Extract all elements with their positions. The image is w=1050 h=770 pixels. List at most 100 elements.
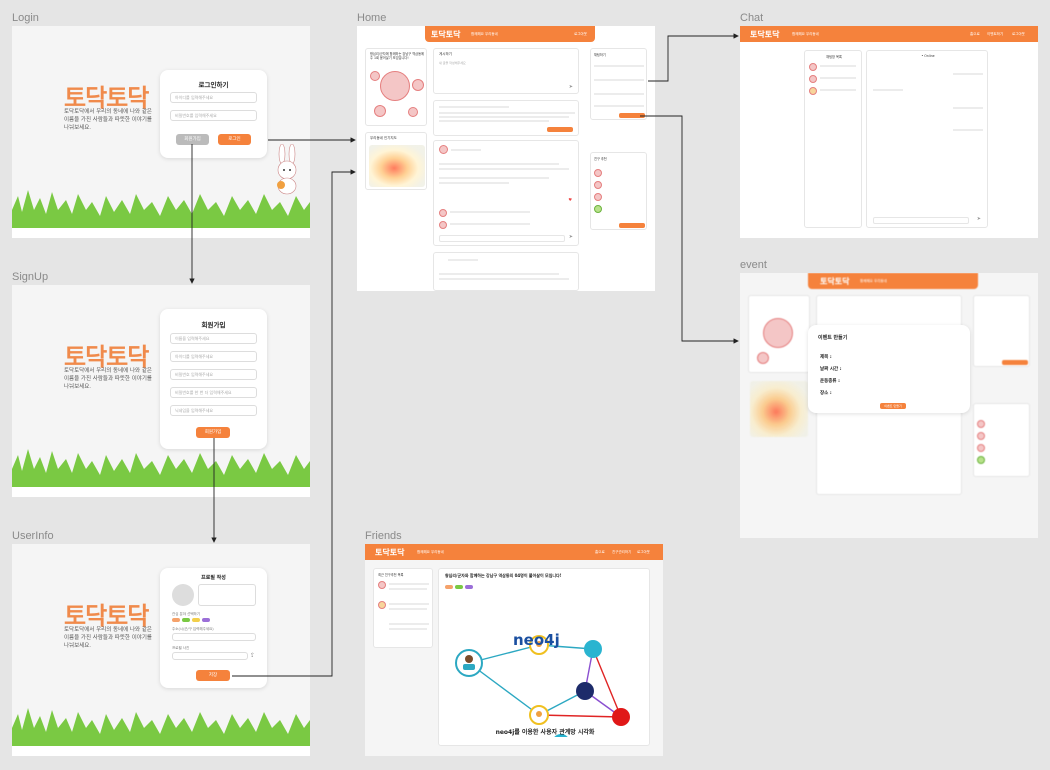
- profile-title: 프로필 작성: [201, 575, 226, 581]
- neo4j-graph: [455, 635, 630, 737]
- header-logo[interactable]: 토닥토닥: [431, 30, 461, 39]
- promo-text: 왕십리/군자에 함께하는 강남구 역삼동에 주 1회 붙어살기 모임입니다!: [370, 52, 424, 60]
- graph-caption: neo4j를 이용한 사용자 관계망 시각화: [495, 729, 595, 736]
- avatar: [977, 420, 985, 428]
- password-input[interactable]: 비밀번호를 입력해주세요: [170, 110, 257, 121]
- signup-submit-button[interactable]: 회원가입: [196, 427, 230, 438]
- promo-card: [748, 295, 810, 373]
- post-card: [433, 100, 579, 136]
- login-title: 로그인하기: [198, 81, 229, 89]
- photo-input[interactable]: [172, 652, 248, 660]
- profile-card: 프로필 작성 관심 분야 선택하기 주소(시/군/구 입력해주세요) 프로필 사…: [160, 568, 267, 688]
- friends-card-title: 친구 추천: [594, 157, 607, 161]
- chat-header: 토닥토닥 함께해요 우리동네 홈으로 이벤트하기 로그아웃: [740, 26, 1038, 42]
- graph-node: [584, 640, 602, 658]
- logout-link[interactable]: 로그아웃: [574, 32, 587, 36]
- name-field[interactable]: 이름을 입력해주세요: [170, 333, 257, 344]
- password-field[interactable]: 비밀번호 입력해주세요: [170, 369, 257, 380]
- id-input[interactable]: 아이디를 입력해주세요: [170, 92, 257, 103]
- profile-save-button[interactable]: 저장: [196, 670, 230, 681]
- post-input[interactable]: 새 글을 작성해주세요: [439, 61, 466, 65]
- avatar[interactable]: [809, 63, 817, 71]
- header-logo[interactable]: 토닥토닥: [375, 548, 405, 557]
- event-datetime-label[interactable]: 날짜 시간 :: [820, 367, 842, 372]
- nav-home[interactable]: 홈으로: [595, 550, 605, 554]
- signup-card: 회원가입 이름을 입력해주세요 아이디를 입력해주세요 비밀번호 입력해주세요 …: [160, 309, 267, 449]
- send-icon[interactable]: ➤: [568, 84, 573, 90]
- nav-logout[interactable]: 로그아웃: [1012, 32, 1025, 36]
- interest-chip[interactable]: [182, 618, 190, 622]
- home-frame: 토닥토닥 함께해요 우리동네 로그아웃 왕십리/군자에 함께하는 강남구 역삼동…: [357, 26, 655, 291]
- event-button: [1002, 360, 1028, 365]
- frame-label-chat: Chat: [740, 12, 764, 24]
- map-title: 우리동네 인기지도: [370, 136, 397, 140]
- home-header: 토닥토닥 함께해요 우리동네 로그아웃: [425, 26, 595, 42]
- avatar[interactable]: [809, 75, 817, 83]
- brand-tagline: 토닥토닥에서 우리의 동네에 나와 같은 이름을 가진 사람들과 따뜻한 이야기…: [64, 627, 152, 649]
- nav-home[interactable]: 홈으로: [970, 32, 980, 36]
- event-place-label[interactable]: 장소 :: [820, 391, 832, 396]
- avatar: [977, 456, 985, 464]
- frame-label-login: Login: [12, 12, 39, 24]
- avatar[interactable]: [809, 87, 817, 95]
- frame-label-signup: SignUp: [12, 271, 49, 283]
- bio-textarea[interactable]: [198, 584, 256, 606]
- more-friends-button[interactable]: [619, 223, 645, 228]
- brand-logo: 토닥토닥: [64, 343, 149, 371]
- avatar: [378, 581, 386, 589]
- nav-event[interactable]: 이벤트하기: [987, 32, 1004, 36]
- signup-button[interactable]: 회원가입: [176, 134, 209, 145]
- login-frame: 토닥토닥 토닥토닥에서 우리의 동네에 나와 같은 이름을 가진 사람들과 따뜻…: [12, 26, 310, 238]
- address-label: 주소(시/군/구 입력해주세요): [172, 627, 214, 631]
- heatmap[interactable]: [369, 145, 425, 187]
- nickname-field[interactable]: 닉네임을 입력해주세요: [170, 405, 257, 416]
- message-input[interactable]: [873, 217, 969, 224]
- brand-tagline: 토닥토닥에서 우리의 동네에 나와 같은 이름을 가진 사람들과 따뜻한 이야기…: [64, 109, 152, 131]
- address-input[interactable]: [172, 633, 256, 641]
- create-event-button[interactable]: 이벤트 만들기: [880, 403, 906, 409]
- chat-list-card: 채팅하기: [590, 48, 647, 120]
- avatar[interactable]: [172, 584, 194, 606]
- chat-frame: 토닥토닥 함께해요 우리동네 홈으로 이벤트하기 로그아웃 채팅방 목록 • O…: [740, 26, 1038, 238]
- chat-card-title: 채팅하기: [594, 53, 606, 57]
- login-card: 로그인하기 아이디를 입력해주세요 비밀번호를 입력해주세요 회원가입 로그인: [160, 70, 267, 158]
- id-field[interactable]: 아이디를 입력해주세요: [170, 351, 257, 362]
- interest-chip[interactable]: [202, 618, 210, 622]
- promo-avatar: [757, 352, 769, 364]
- event-button[interactable]: [619, 113, 645, 118]
- comment-input[interactable]: [439, 235, 565, 242]
- promo-avatar: [374, 105, 386, 117]
- event-title-label[interactable]: 제목 :: [820, 355, 832, 360]
- friend-recommend-card: 친구 추천: [590, 152, 647, 230]
- interest-label: 관심 분야 선택하기: [172, 612, 200, 616]
- friends-frame: 토닥토닥 함께해요 우리동네 홈으로 친구관리하기 로그아웃 최근 친구추천 목…: [365, 544, 663, 756]
- avatar: [594, 205, 602, 213]
- login-button[interactable]: 로그인: [218, 134, 251, 145]
- event-header: 토닥토닥 함께해요 우리동네: [808, 273, 978, 289]
- nav-friends[interactable]: 친구관리하기: [612, 550, 632, 554]
- heatmap: [750, 381, 808, 437]
- frame-label-home: Home: [357, 12, 387, 24]
- avatar: [977, 444, 985, 452]
- graph-node: [612, 708, 630, 726]
- interest-chip[interactable]: [172, 618, 180, 622]
- feed-post: ♥ ➤: [433, 140, 579, 246]
- upload-icon[interactable]: ⇪: [250, 652, 256, 659]
- event-sport-label[interactable]: 운동종류 :: [820, 379, 840, 384]
- header-logo[interactable]: 토닥토닥: [750, 30, 780, 39]
- avatar[interactable]: [439, 145, 448, 154]
- brand-logo: 토닥토닥: [64, 602, 149, 630]
- brand-tagline: 토닥토닥에서 우리의 동네에 나와 같은 이름을 가진 사람들과 따뜻한 이야기…: [64, 368, 152, 390]
- heart-icon[interactable]: ♥: [568, 197, 572, 202]
- frame-label-event: event: [740, 259, 767, 271]
- sidebar-title: 최근 친구추천 목록: [378, 573, 404, 577]
- nav-logout[interactable]: 로그아웃: [637, 550, 650, 554]
- friend-recommend-card: [973, 403, 1030, 477]
- send-icon[interactable]: ➤: [976, 216, 981, 222]
- post-action-button[interactable]: [547, 127, 573, 132]
- password-confirm-field[interactable]: 비밀번호를 한 번 더 입력해주세요: [170, 387, 257, 398]
- send-icon[interactable]: ➤: [568, 234, 573, 240]
- interest-chip[interactable]: [192, 618, 200, 622]
- header-tagline: 함께해요 우리동네: [417, 550, 444, 554]
